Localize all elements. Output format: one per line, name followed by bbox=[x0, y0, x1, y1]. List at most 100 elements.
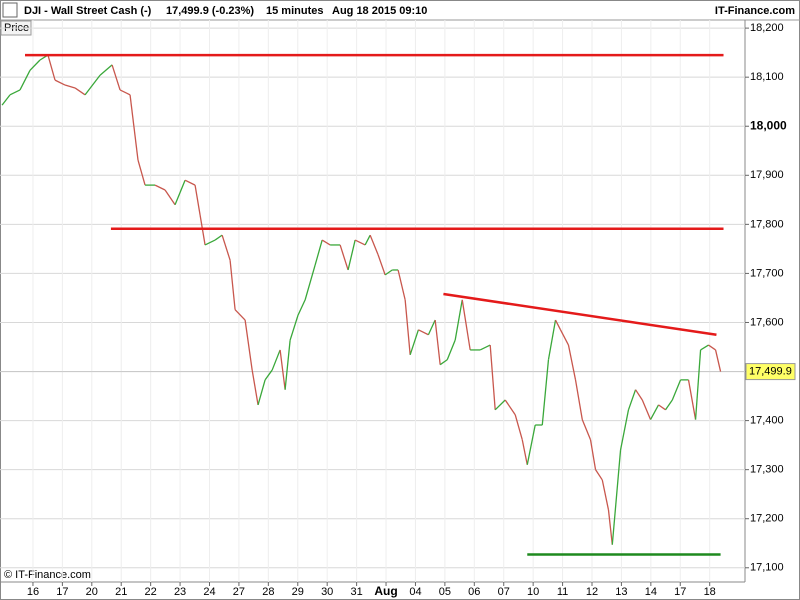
price-segment bbox=[671, 379, 682, 401]
datetime: Aug 18 2015 09:10 bbox=[332, 5, 427, 17]
x-tick-label: 11 bbox=[557, 586, 568, 598]
price-segment bbox=[446, 339, 456, 361]
x-tick-label: 30 bbox=[321, 586, 333, 598]
price-segment bbox=[554, 319, 562, 331]
x-tick-label: 31 bbox=[350, 586, 362, 598]
last-price-label: 17,499.9 bbox=[749, 365, 792, 377]
price-segment bbox=[439, 359, 448, 366]
x-tick-label: 04 bbox=[409, 586, 421, 598]
price-segment bbox=[137, 159, 146, 186]
price-segment bbox=[234, 309, 246, 321]
price-segment bbox=[19, 70, 31, 91]
price-segment bbox=[574, 379, 583, 420]
price-segment bbox=[619, 409, 630, 451]
x-tick-label: 18 bbox=[704, 586, 716, 598]
trend-line bbox=[443, 292, 717, 336]
x-tick-label: 29 bbox=[292, 586, 304, 598]
y-tick-label: 18,000 bbox=[750, 118, 787, 132]
price-segment bbox=[700, 344, 709, 351]
x-tick-label: 05 bbox=[439, 586, 451, 598]
price-segment bbox=[504, 399, 516, 416]
price-segment bbox=[251, 369, 259, 406]
price-segment bbox=[119, 89, 131, 96]
price-segment bbox=[74, 87, 86, 96]
price-segment bbox=[611, 449, 622, 545]
y-tick-label: 17,400 bbox=[750, 414, 784, 426]
price-segment bbox=[64, 84, 76, 89]
y-tick-label: 17,200 bbox=[750, 513, 784, 525]
plot bbox=[1, 53, 724, 556]
price-segment bbox=[369, 234, 379, 256]
x-tick-label: 14 bbox=[645, 586, 657, 598]
menu-icon[interactable] bbox=[2, 2, 18, 18]
price-segment bbox=[409, 329, 420, 356]
price-segment bbox=[54, 79, 66, 86]
y-tick-label: 18,200 bbox=[750, 22, 784, 34]
price-segment bbox=[244, 319, 253, 371]
price-segment bbox=[9, 89, 21, 96]
y-tick-label: 17,300 bbox=[750, 464, 784, 476]
interval: 15 minutes bbox=[266, 5, 323, 17]
y-tick-label: 17,900 bbox=[750, 169, 784, 181]
y-tick-label: 17,600 bbox=[750, 316, 784, 328]
price-segment bbox=[589, 439, 597, 470]
price-segment bbox=[347, 239, 356, 271]
price-segment bbox=[377, 254, 386, 276]
price-segment bbox=[418, 329, 429, 336]
price-segment bbox=[354, 239, 366, 246]
price-segment bbox=[607, 509, 613, 545]
price-segment bbox=[434, 319, 441, 365]
x-tick-label: 07 bbox=[498, 586, 510, 598]
price-segment bbox=[174, 179, 186, 205]
price-segment bbox=[47, 54, 56, 81]
x-tick-label: 27 bbox=[233, 586, 245, 598]
price-segment bbox=[304, 264, 316, 301]
y-tick-label: 18,100 bbox=[750, 71, 784, 83]
price-segment bbox=[339, 244, 349, 271]
price-segment bbox=[194, 184, 201, 216]
price-segment bbox=[184, 179, 196, 186]
price-segment bbox=[321, 239, 331, 246]
x-tick-label: Aug bbox=[374, 584, 397, 598]
symbol: DJI - Wall Street Cash (-) bbox=[24, 5, 152, 17]
price-segment bbox=[627, 389, 637, 411]
price-segment bbox=[494, 399, 506, 411]
last-price-box bbox=[745, 363, 796, 381]
price-segment bbox=[559, 329, 570, 346]
x-tick-label: 06 bbox=[468, 586, 480, 598]
price-segment bbox=[635, 389, 643, 401]
price-segment bbox=[521, 439, 528, 465]
price-segment bbox=[454, 299, 463, 341]
x-tick-label: 23 bbox=[174, 586, 186, 598]
price-segment bbox=[658, 404, 666, 411]
price-segment bbox=[514, 414, 523, 440]
x-tick-label: 16 bbox=[27, 586, 39, 598]
price-segment bbox=[314, 239, 323, 266]
price-segment bbox=[665, 399, 673, 411]
x-tick-label: 24 bbox=[203, 586, 215, 598]
axes: 17,10017,20017,30017,40017,50017,60017,7… bbox=[27, 22, 796, 598]
price-segment bbox=[229, 260, 236, 310]
price-segment bbox=[489, 344, 496, 410]
y-tick-label: 17,700 bbox=[750, 267, 784, 279]
price-segment bbox=[649, 404, 660, 420]
x-tick-label: 10 bbox=[527, 586, 539, 598]
x-tick-label: 17 bbox=[674, 586, 686, 598]
price-segment bbox=[284, 340, 291, 390]
price-segment bbox=[264, 369, 273, 381]
price-segment bbox=[601, 479, 610, 511]
price-segment bbox=[154, 184, 166, 191]
price-segment bbox=[541, 359, 550, 426]
price-segment bbox=[547, 319, 557, 360]
price-segment bbox=[714, 349, 722, 372]
quote: 17,499.9 (-0.23%) bbox=[166, 5, 254, 17]
x-tick-label: 20 bbox=[86, 586, 98, 598]
price-segment bbox=[204, 239, 216, 246]
price-segment bbox=[594, 469, 603, 481]
price-segment bbox=[384, 269, 393, 276]
price-segment bbox=[214, 234, 223, 241]
price-segment bbox=[221, 234, 231, 261]
x-tick-label: 28 bbox=[262, 586, 274, 598]
price-segment bbox=[641, 399, 652, 420]
